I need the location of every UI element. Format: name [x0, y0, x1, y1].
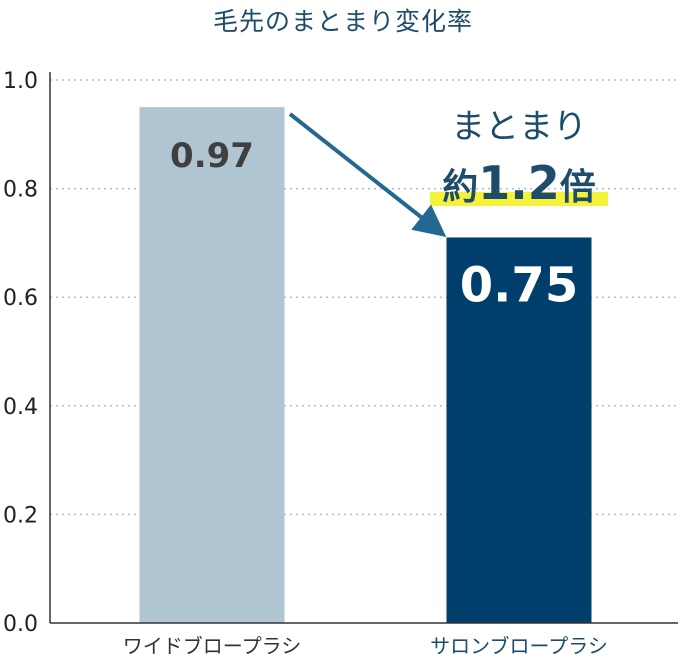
bar: [139, 107, 285, 623]
bar-value-label: 0.75: [460, 257, 578, 313]
annotation-prefix: 約: [442, 167, 478, 208]
y-tick-label: 1.0: [3, 69, 38, 94]
x-category-label: ワイドブロープラシ: [123, 634, 301, 658]
annotation-line2: 約1.2倍: [442, 156, 596, 210]
y-axis-ticks: 0.0 0.2 0.4 0.6 0.8 1.0: [3, 69, 38, 637]
annotation-highlight: [430, 192, 608, 206]
bar: [446, 237, 592, 623]
annotation-suffix: 倍: [560, 167, 596, 208]
change-arrow: [288, 112, 447, 237]
annotation-number: 1.2: [478, 156, 560, 210]
y-tick-label: 0.6: [3, 286, 38, 311]
annotation-line1: まとまり: [451, 107, 587, 147]
bars: [139, 107, 592, 623]
chart-title: 毛先のまとまり変化率: [213, 7, 473, 36]
bar-value-labels: 0.97 0.75: [170, 136, 578, 313]
y-tick-label: 0.0: [3, 612, 38, 637]
x-axis-category-labels: ワイドブロープラシ サロンブロープラシ: [123, 634, 608, 658]
y-tick-label: 0.4: [3, 395, 38, 420]
y-tick-label: 0.2: [3, 503, 38, 528]
x-category-label: サロンブロープラシ: [430, 634, 608, 658]
bar-value-label: 0.97: [170, 136, 254, 176]
y-tick-label: 0.8: [3, 178, 38, 203]
